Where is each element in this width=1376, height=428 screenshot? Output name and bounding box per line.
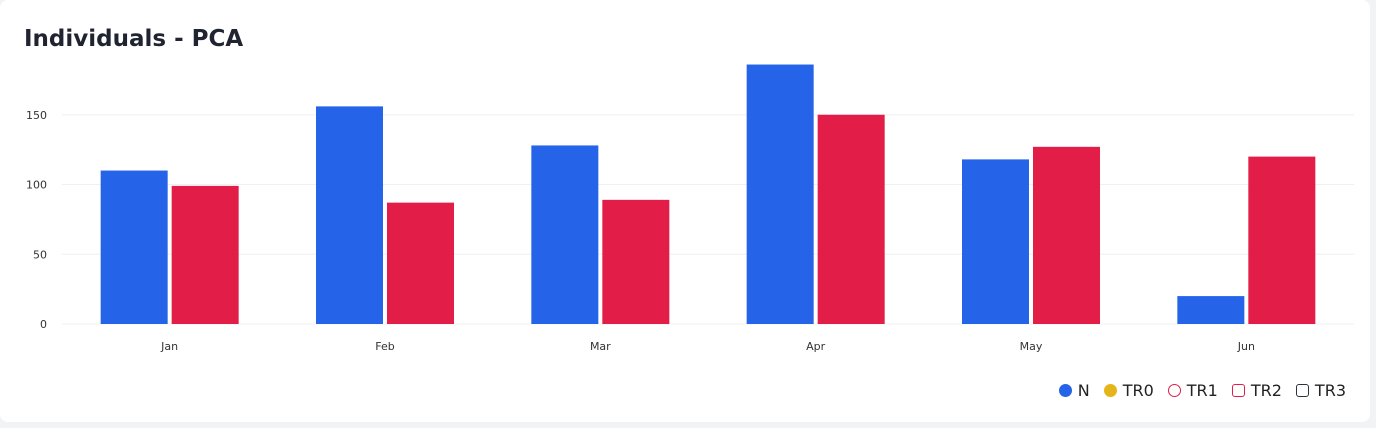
bar-TR2-Apr[interactable] [817, 114, 885, 324]
y-axis-ticks: 0 50 100 150 [26, 109, 47, 331]
bar-TR2-Feb[interactable] [387, 202, 454, 324]
bars [100, 64, 1316, 324]
legend-item-n[interactable]: N [1058, 381, 1090, 400]
legend-label: TR3 [1314, 381, 1346, 400]
legend-circle-icon [1167, 384, 1181, 397]
grid-lines [62, 114, 1354, 325]
bar-TR2-Mar[interactable] [602, 199, 670, 324]
legend-label: N [1077, 381, 1090, 400]
y-tick-label: 150 [26, 109, 47, 122]
x-tick-label: Apr [806, 340, 826, 353]
bar-N-Feb[interactable] [316, 106, 383, 324]
bar-N-Jan[interactable] [100, 170, 168, 324]
bar-TR2-Jan[interactable] [171, 185, 239, 324]
bar-TR2-Jun[interactable] [1248, 156, 1316, 324]
legend-square-icon [1295, 384, 1309, 397]
bar-TR2-May[interactable] [1033, 146, 1100, 324]
legend-square-icon [1231, 384, 1245, 397]
legend-item-tr2[interactable]: TR2 [1231, 381, 1282, 400]
legend-label: TR0 [1122, 381, 1154, 400]
bar-N-Apr[interactable] [746, 64, 814, 324]
x-tick-label: Mar [590, 340, 611, 353]
legend-label: TR1 [1186, 381, 1218, 400]
y-tick-label: 0 [40, 318, 47, 331]
legend-item-tr0[interactable]: TR0 [1103, 381, 1154, 400]
chart-title: Individuals - PCA [24, 26, 244, 52]
legend-circle-icon [1103, 384, 1117, 397]
bar-N-May[interactable] [962, 159, 1029, 324]
bar-chart: 0 50 100 150 Jan Feb Mar Apr May Jun [26, 64, 1354, 353]
bar-N-Mar[interactable] [531, 145, 599, 324]
x-tick-label: Feb [375, 340, 394, 353]
x-tick-label: Jun [1237, 340, 1255, 353]
legend-label: TR2 [1250, 381, 1282, 400]
chart-legend: N TR0 TR1 TR2 TR3 [1058, 381, 1346, 400]
legend-circle-icon [1058, 384, 1072, 397]
bar-N-Jun[interactable] [1177, 296, 1245, 324]
y-tick-label: 50 [33, 248, 47, 261]
legend-item-tr1[interactable]: TR1 [1167, 381, 1218, 400]
y-tick-label: 100 [26, 179, 47, 192]
x-axis-ticks: Jan Feb Mar Apr May Jun [160, 340, 1255, 353]
x-tick-label: Jan [160, 340, 178, 353]
legend-item-tr3[interactable]: TR3 [1295, 381, 1346, 400]
x-tick-label: May [1020, 340, 1043, 353]
